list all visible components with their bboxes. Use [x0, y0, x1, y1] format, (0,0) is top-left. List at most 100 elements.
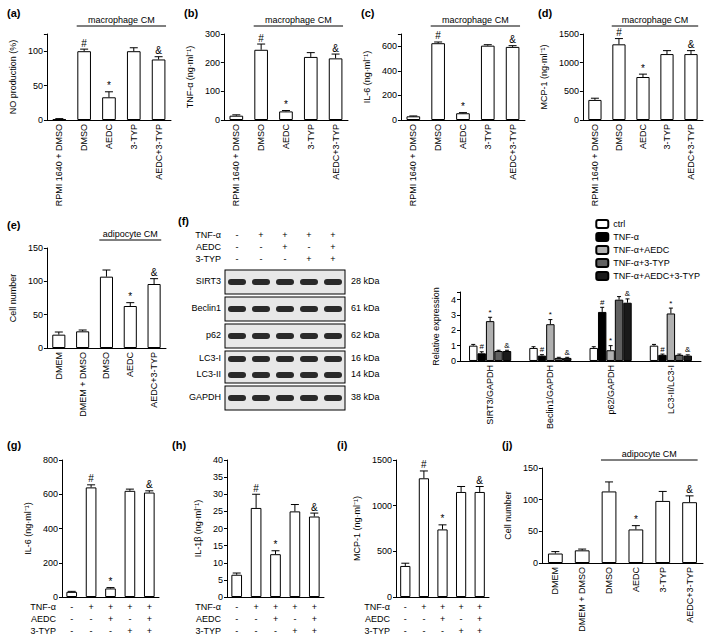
svg-text:MCP-1 (ng·ml⁻¹): MCP-1 (ng·ml⁻¹): [539, 44, 549, 109]
svg-text:500: 500: [377, 546, 392, 556]
svg-text:-: -: [236, 254, 239, 264]
svg-text:GAPDH: GAPDH: [189, 392, 221, 402]
svg-text:RPMI 1640 + DMSO: RPMI 1640 + DMSO: [590, 124, 600, 206]
svg-text:macrophage CM: macrophage CM: [88, 15, 155, 25]
svg-text:+: +: [312, 614, 317, 624]
svg-text:+: +: [258, 230, 263, 240]
svg-text:AEDC+3-TYP: AEDC+3-TYP: [149, 352, 159, 408]
svg-text:-: -: [70, 614, 73, 624]
svg-text:3-TYP: 3-TYP: [30, 626, 56, 636]
svg-text:AEDC: AEDC: [281, 124, 291, 150]
svg-text:*: *: [489, 308, 492, 317]
svg-text:14 kDa: 14 kDa: [351, 369, 380, 379]
svg-text:+: +: [330, 242, 335, 252]
svg-text:DMEM: DMEM: [54, 352, 64, 380]
svg-text:+: +: [273, 602, 278, 612]
svg-text:+: +: [127, 626, 132, 636]
svg-text:DMSO: DMSO: [604, 567, 614, 594]
svg-text:+: +: [421, 602, 426, 612]
svg-text:AEDC: AEDC: [31, 614, 57, 624]
svg-text:Cell number: Cell number: [503, 491, 513, 540]
svg-text:50: 50: [33, 310, 43, 320]
svg-text:-: -: [260, 254, 263, 264]
svg-text:-: -: [255, 626, 258, 636]
svg-text:16 kDa: 16 kDa: [351, 353, 380, 363]
svg-text:0: 0: [38, 115, 43, 125]
svg-text:0: 0: [574, 115, 579, 125]
svg-text:-: -: [422, 614, 425, 624]
svg-text:(a): (a): [7, 7, 21, 19]
svg-text:3-TYP: 3-TYP: [129, 124, 139, 150]
svg-text:-: -: [404, 626, 407, 636]
svg-text:-: -: [255, 614, 258, 624]
svg-text:-: -: [236, 242, 239, 252]
svg-text:+: +: [108, 614, 113, 624]
svg-text:(c): (c): [361, 7, 375, 19]
svg-text:DMSO: DMSO: [256, 124, 266, 151]
svg-text:RPMI 1640 + DMSO: RPMI 1640 + DMSO: [408, 124, 418, 206]
svg-text:TNF-α (ng·ml⁻¹): TNF-α (ng·ml⁻¹): [185, 46, 195, 109]
svg-text:30: 30: [213, 489, 223, 499]
svg-text:+: +: [330, 254, 335, 264]
svg-text:*: *: [128, 291, 132, 302]
svg-text:&: &: [565, 348, 571, 357]
svg-text:+: +: [147, 626, 152, 636]
svg-text:DMSO: DMSO: [433, 124, 443, 151]
svg-text:100: 100: [205, 86, 220, 96]
svg-text:5: 5: [218, 575, 223, 585]
svg-text:IL-1β (ng·ml⁻¹): IL-1β (ng·ml⁻¹): [193, 500, 203, 558]
svg-text:3: 3: [451, 310, 456, 320]
svg-text:3-TYP: 3-TYP: [364, 626, 390, 636]
svg-text:TNF-α+3-TYP: TNF-α+3-TYP: [613, 258, 669, 268]
svg-text:-: -: [128, 614, 131, 624]
svg-text:DMSO: DMSO: [79, 124, 89, 151]
svg-text:4: 4: [451, 295, 456, 305]
svg-text:+: +: [282, 230, 287, 240]
svg-text:+: +: [108, 602, 113, 612]
svg-text:#: #: [479, 342, 484, 351]
svg-text:&: &: [504, 341, 510, 350]
svg-text:*: *: [549, 310, 552, 319]
svg-text:-: -: [422, 626, 425, 636]
svg-text:&: &: [686, 484, 693, 495]
svg-text:macrophage CM: macrophage CM: [442, 15, 509, 25]
svg-text:+: +: [292, 626, 297, 636]
svg-text:#: #: [253, 483, 259, 494]
svg-text:&: &: [146, 479, 153, 490]
svg-text:1: 1: [451, 341, 456, 351]
svg-text:-: -: [404, 602, 407, 612]
svg-text:TNF-α: TNF-α: [364, 602, 390, 612]
svg-text:&: &: [476, 475, 483, 486]
svg-text:AEDC: AEDC: [196, 614, 222, 624]
svg-text:+: +: [458, 602, 463, 612]
svg-text:50: 50: [33, 81, 43, 91]
svg-text:-: -: [236, 230, 239, 240]
svg-text:AEDC: AEDC: [458, 124, 468, 150]
svg-text:150: 150: [28, 243, 43, 253]
svg-text:+: +: [312, 602, 317, 612]
svg-text:macrophage CM: macrophage CM: [622, 15, 689, 25]
svg-text:25: 25: [213, 506, 223, 516]
svg-text:400: 400: [382, 66, 397, 76]
svg-text:Beclin1: Beclin1: [191, 303, 221, 313]
svg-text:&: &: [625, 289, 631, 298]
svg-text:15: 15: [213, 541, 223, 551]
svg-text:300: 300: [205, 29, 220, 39]
svg-text:+: +: [292, 602, 297, 612]
svg-text:Beclin1/GAPDH: Beclin1/GAPDH: [545, 365, 555, 429]
svg-text:LC3-II: LC3-II: [196, 369, 221, 379]
svg-text:DMEM: DMEM: [550, 567, 560, 595]
svg-text:&: &: [311, 502, 318, 513]
svg-text:TNF-α: TNF-α: [195, 602, 221, 612]
svg-text:0: 0: [38, 343, 43, 353]
svg-text:+: +: [306, 230, 311, 240]
svg-text:+: +: [147, 614, 152, 624]
svg-text:40: 40: [213, 455, 223, 465]
svg-text:(e): (e): [7, 219, 21, 231]
svg-text:0: 0: [218, 592, 223, 602]
svg-text:#: #: [600, 298, 605, 307]
svg-text:TNF-α+AEDC+3-TYP: TNF-α+AEDC+3-TYP: [613, 271, 700, 281]
svg-text:AEDC: AEDC: [365, 614, 391, 624]
svg-text:&: &: [151, 267, 158, 278]
svg-text:+: +: [477, 626, 482, 636]
